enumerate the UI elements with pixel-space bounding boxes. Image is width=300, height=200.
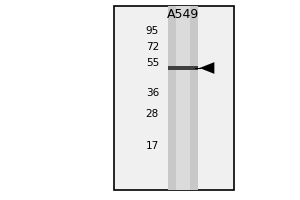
Text: 17: 17 [146, 141, 159, 151]
Bar [168, 66, 198, 70]
Bar [168, 6, 198, 190]
Text: 55: 55 [146, 58, 159, 68]
Polygon shape [200, 62, 214, 74]
Text: 36: 36 [146, 88, 159, 98]
Bar [176, 6, 190, 190]
Text: 28: 28 [146, 109, 159, 119]
Text: A549: A549 [167, 7, 199, 21]
Bar [114, 6, 234, 190]
Text: 95: 95 [146, 26, 159, 36]
Text: 72: 72 [146, 42, 159, 52]
